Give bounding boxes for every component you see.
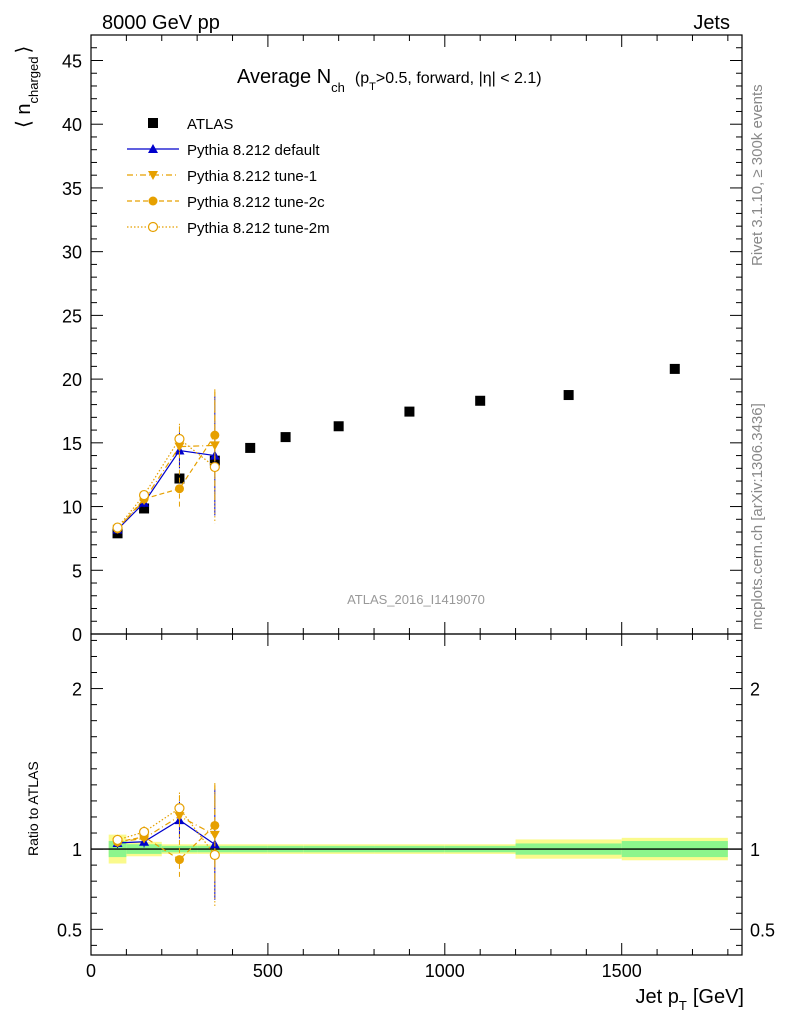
atlas-point [139,503,150,514]
legend-label-default: Pythia 8.212 default [187,142,320,159]
ratio-line-tune2c [117,825,216,861]
legend-label-tune2c: Pythia 8.212 tune-2c [187,194,325,211]
ratio-panel-series [112,782,220,907]
ratio-y-tick-label-left: 0.5 [57,920,82,940]
x-tick-label: 0 [86,961,96,981]
plot-title: Average Nch(pT>0.5, forward, |η| < 2.1) [237,66,542,95]
series-point-tune2m [138,489,150,501]
ratio-ylabel: Ratio to ATLAS [25,761,41,856]
axes: 0 500 1000 1500 0 5 10 15 20 25 30 35 40 45 0.5 0.5 1 1 2 2 [57,34,775,981]
main-y-tick-label: 45 [62,51,82,71]
legend: ATLAS Pythia 8.212 default Pythia 8.212 … [127,116,330,237]
atlas-point [280,432,291,443]
main-y-tick-label: 30 [62,243,82,263]
x-tick-label: 500 [253,961,283,981]
series-line-tune1 [117,444,215,530]
atlas-point [563,390,574,401]
legend-label-tune2m: Pythia 8.212 tune-2m [187,220,330,237]
ratio-point-tune1 [174,812,185,822]
ratio-line-default [117,819,216,845]
analysis-watermark: ATLAS_2016_I1419070 [347,592,485,607]
atlas-point [475,395,486,406]
series-point-tune2c [210,430,220,440]
legend-entry-tune2m: Pythia 8.212 tune-2m [127,220,330,237]
series-line-default [117,449,215,530]
ratio-y-tick-label-left: 2 [72,680,82,700]
header-right: Jets [693,12,730,34]
atlas-point [669,363,680,374]
main-y-tick-label: 20 [62,370,82,390]
series-point-tune2m [174,433,185,445]
ratio-point-tune2m [138,826,150,838]
legend-entry-tune1: Pythia 8.212 tune-1 [127,168,317,185]
legend-marker-atlas [148,118,158,128]
ratio-point-tune2m [174,803,185,814]
main-y-tick-label: 0 [72,625,82,645]
main-ylabel: ⟨ ncharged⟩ [13,46,41,128]
series-point-tune2c [174,484,184,494]
ratio-point-tune2m [209,849,220,861]
ratio-y-tick-label-left: 1 [72,840,82,860]
series-point-tune2m [209,461,220,473]
ratio-frame [90,633,743,956]
series-point-tune1 [209,441,220,451]
series-point-tune2m [112,522,123,533]
ratio-line-tune1 [117,815,216,843]
series-line-tune2c [117,434,216,530]
legend-entry-atlas: ATLAS [148,116,233,133]
legend-marker-default [148,144,158,153]
atlas-point [333,421,344,432]
main-y-tick-label: 10 [62,498,82,518]
ratio-y-tick-label-right: 1 [750,840,760,860]
ratio-point-tune2c [174,855,184,865]
header-left: 8000 GeV pp [102,12,220,34]
legend-marker-tune2c [148,196,158,206]
main-y-tick-label: 35 [62,179,82,199]
series-line-tune2m [117,438,216,528]
x-tick-label: 1500 [602,961,642,981]
legend-label-tune1: Pythia 8.212 tune-1 [187,168,317,185]
legend-entry-default: Pythia 8.212 default [127,142,320,159]
legend-marker-tune1 [148,171,158,180]
main-y-tick-label: 40 [62,115,82,135]
main-panel-series [112,363,680,539]
atlas-point [245,442,256,453]
main-y-tick-label: 25 [62,306,82,326]
main-y-tick-label: 5 [72,561,82,581]
ratio-point-tune2m [112,834,123,846]
series-point-tune1 [174,442,185,452]
x-tick-label: 1000 [425,961,465,981]
side-text-mcplots: mcplots.cern.ch [arXiv:1306.3436] [749,403,766,630]
side-text-rivet: Rivet 3.1.10, ≥ 300k events [749,84,766,266]
legend-entry-tune2c: Pythia 8.212 tune-2c [127,194,325,211]
xlabel: Jet pT [GeV] [636,986,744,1013]
atlas-point [404,406,415,417]
legend-marker-tune2m [147,221,159,233]
ratio-y-tick-label-right: 0.5 [750,920,775,940]
main-y-tick-label: 15 [62,434,82,454]
ratio-y-tick-label-right: 2 [750,680,760,700]
legend-label-atlas: ATLAS [187,116,233,133]
